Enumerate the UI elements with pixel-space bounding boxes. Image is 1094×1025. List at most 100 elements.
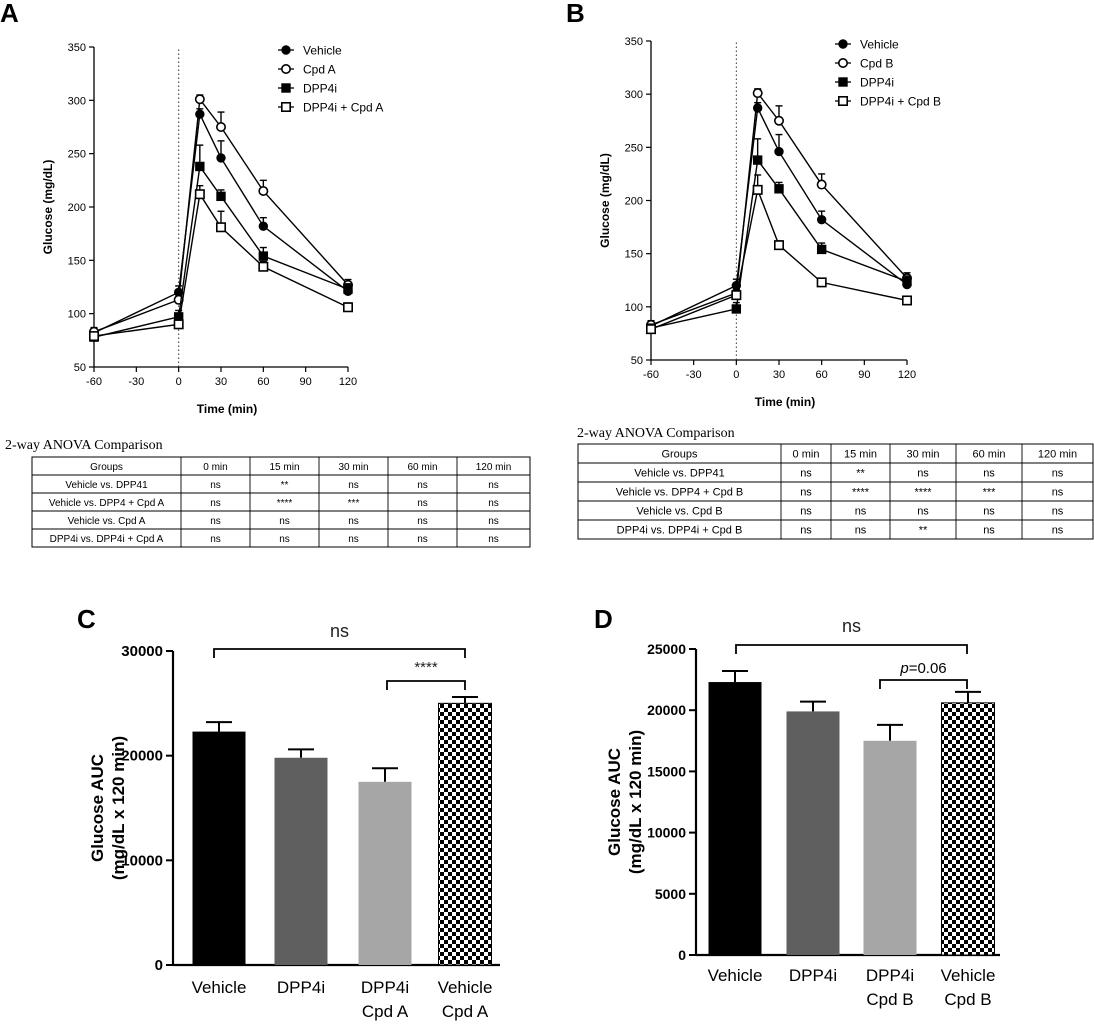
x-tick-label: 90	[300, 376, 312, 388]
table-cell: ns	[800, 506, 812, 518]
table-border	[577, 443, 1094, 540]
table-cell: ns	[800, 525, 812, 537]
y-axis-label: Glucose (mg/dL)	[598, 153, 612, 248]
legend-label: DPP4i	[860, 76, 894, 90]
y-tick-label: 15000	[647, 763, 686, 779]
x-tick-label: -30	[686, 369, 702, 381]
series-line	[93, 97, 349, 333]
table-cell: ns	[488, 498, 499, 509]
x-category-label: Cpd A	[362, 1002, 409, 1021]
table-cell: Vehicle vs. Cpd B	[636, 506, 722, 518]
significance-bracket	[735, 644, 968, 654]
data-point	[731, 304, 742, 314]
p-value-symbol: p	[899, 660, 908, 677]
data-point	[901, 295, 912, 306]
series-line	[650, 105, 908, 327]
bar	[274, 757, 328, 965]
significance-label: ns	[842, 616, 861, 636]
y-tick-label: 300	[625, 89, 643, 101]
data-point	[773, 240, 784, 251]
table-header-cell: Groups	[90, 462, 123, 473]
x-tick-label: 120	[339, 376, 357, 388]
legend-marker	[281, 45, 291, 55]
data-point	[173, 319, 184, 330]
table-cell: Vehicle vs. DPP4 + Cpd A	[49, 498, 165, 509]
bar	[786, 711, 840, 955]
legend-label: Vehicle	[860, 38, 899, 52]
significance-label: ****	[414, 659, 438, 676]
legend-label: Cpd A	[303, 63, 336, 77]
panel-label-d: D	[594, 604, 613, 634]
panel-label-b: B	[566, 0, 585, 28]
series-line	[93, 192, 349, 337]
table-header-cell: 30 min	[338, 462, 368, 473]
table-cell: ns	[279, 516, 290, 527]
x-tick-label: 120	[898, 369, 916, 381]
table-cell: ns	[348, 480, 359, 491]
table-cell: DPP4i vs. DPP4i + Cpd A	[50, 534, 164, 545]
x-axis-label: Time (min)	[197, 402, 257, 416]
table-cell: ns	[1052, 525, 1064, 537]
y-tick-label: 200	[68, 202, 86, 214]
table-cell: ns	[1052, 487, 1064, 499]
data-point	[752, 88, 763, 99]
y-tick-label: 200	[625, 196, 643, 208]
x-axis-label: Time (min)	[755, 395, 815, 409]
y-tick-label: 30000	[121, 643, 163, 660]
y-tick-label: 350	[68, 42, 86, 54]
panel-label-c: C	[77, 604, 96, 634]
series-line	[650, 91, 908, 326]
legend-marker	[280, 64, 291, 75]
data-point	[258, 221, 269, 231]
legend-label: DPP4i + Cpd B	[860, 95, 941, 109]
data-point	[216, 191, 226, 202]
table-cell: ****	[277, 498, 293, 509]
series-dpp4i-cpd-a	[89, 184, 353, 342]
x-tick-label: -60	[643, 369, 659, 381]
x-tick-label: 30	[773, 369, 785, 381]
table-cell: DPP4i vs. DPP4i + Cpd B	[617, 525, 743, 537]
bar-chart-d: 0 5000 10000 15000 20000 25000 Glucose AUC (mg/…	[605, 616, 1000, 1009]
table-cell: ns	[417, 498, 428, 509]
y-axis-label: Glucose (mg/dL)	[41, 160, 55, 255]
table-cell: **	[856, 468, 865, 480]
y-tick-label: 250	[68, 149, 86, 161]
data-point	[89, 331, 100, 342]
anova-table-a: 2-way ANOVA Comparison Groups 0 min 15 min 3…	[5, 438, 531, 548]
table-cell: ns	[855, 525, 867, 537]
table-cell: ns	[348, 534, 359, 545]
data-point	[258, 251, 269, 261]
legend-label: Vehicle	[303, 44, 342, 58]
p-value-number: =0.06	[909, 660, 947, 677]
table-cell: ns	[800, 487, 812, 499]
x-tick-label: 0	[733, 369, 739, 381]
table-cell: ns	[983, 506, 995, 518]
y-tick-label: 250	[625, 142, 643, 154]
table-cell: ***	[348, 498, 360, 509]
data-point	[816, 179, 827, 190]
table-cell: ns	[983, 525, 995, 537]
table-cell: ns	[210, 480, 221, 491]
table-cell: ns	[983, 468, 995, 480]
bar	[358, 781, 412, 965]
data-point	[773, 115, 784, 126]
y-tick-label: 300	[68, 95, 86, 107]
significance-label: p=0.06	[899, 660, 946, 677]
data-point	[195, 161, 205, 172]
x-category-label: DPP4i	[789, 966, 837, 985]
x-category-label: Vehicle	[941, 966, 996, 985]
x-tick-label: -30	[128, 376, 144, 388]
table-cell: ns	[210, 498, 221, 509]
table-title: 2-way ANOVA Comparison	[577, 426, 735, 441]
table-header-cell: 60 min	[407, 462, 437, 473]
data-point	[752, 184, 763, 195]
table-cell: ns	[417, 534, 428, 545]
table-cell: ns	[279, 534, 290, 545]
x-category-label: DPP4i	[361, 978, 409, 997]
legend-marker	[838, 77, 848, 87]
y-tick-label: 350	[625, 36, 643, 48]
table-cell: ns	[417, 480, 428, 491]
y-tick-label: 50	[631, 355, 643, 367]
data-point	[752, 103, 763, 113]
